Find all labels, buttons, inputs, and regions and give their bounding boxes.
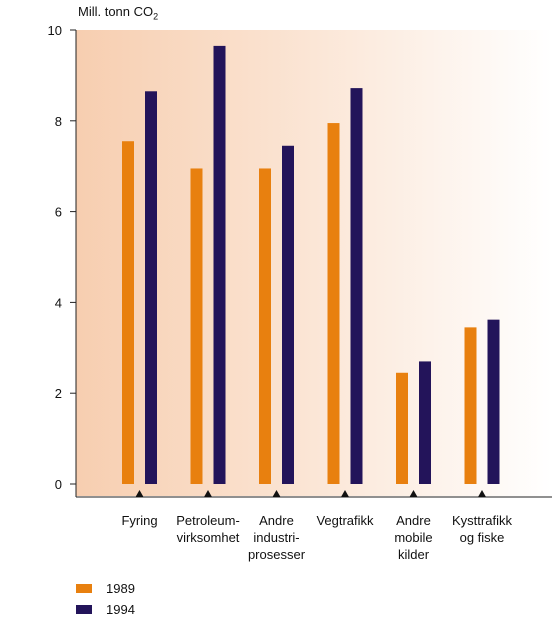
legend-swatch-1994	[76, 604, 92, 614]
x-tick-label-4-0: Andre	[396, 513, 431, 528]
y-tick-label-6: 6	[55, 205, 62, 220]
legend: 1989 1994	[76, 578, 135, 620]
x-tick-marker-2	[272, 490, 281, 497]
bar-1994-1	[213, 45, 226, 484]
y-axis-label: Mill. tonn CO2	[78, 4, 159, 22]
x-tick-marker-5	[478, 490, 486, 497]
bar-1994-3	[350, 88, 363, 484]
x-tick-label-5-0: Kysttrafikk	[452, 513, 512, 528]
legend-item-1989: 1989	[76, 578, 135, 598]
bar-1994-4	[419, 361, 431, 484]
x-tick-label-1-0: Petroleum-	[176, 513, 240, 528]
bar-1989-3	[327, 123, 340, 484]
bar-1994-0	[145, 91, 157, 484]
bar-1989-4	[396, 372, 408, 484]
x-tick-label-2-0: Andre	[259, 513, 294, 528]
x-tick-label-2-1: industri-	[253, 530, 299, 545]
bar-1989-1	[190, 168, 203, 484]
y-tick-label-4: 4	[55, 295, 62, 310]
x-tick-marker-3	[341, 490, 349, 497]
x-tick-label-4-2: kilder	[398, 547, 430, 562]
bar-1994-5	[487, 319, 500, 484]
bar-1989-0	[122, 141, 134, 485]
x-tick-marker-1	[204, 490, 212, 497]
y-tick-label-0: 0	[55, 477, 62, 492]
x-tick-label-1-1: virksomhet	[177, 530, 240, 545]
legend-swatch-1989	[76, 583, 92, 593]
y-tick-label-2: 2	[55, 386, 62, 401]
x-tick-label-3-0: Vegtrafikk	[316, 513, 374, 528]
bar-1989-2	[259, 168, 271, 484]
x-tick-label-4-1: mobile	[394, 530, 432, 545]
legend-label-1994: 1994	[106, 601, 135, 617]
bar-1994-2	[282, 145, 294, 484]
y-tick-label-8: 8	[55, 114, 62, 129]
y-tick-label-10: 10	[48, 23, 62, 38]
x-tick-marker-4	[409, 490, 418, 497]
x-tick-label-2-2: prosesser	[248, 547, 306, 562]
legend-item-1994: 1994	[76, 599, 135, 619]
legend-label-1989: 1989	[106, 580, 135, 596]
x-tick-marker-0	[135, 490, 144, 497]
bar-1989-5	[464, 327, 477, 484]
x-tick-label-5-1: og fiske	[460, 530, 505, 545]
x-tick-label-0-0: Fyring	[121, 513, 157, 528]
